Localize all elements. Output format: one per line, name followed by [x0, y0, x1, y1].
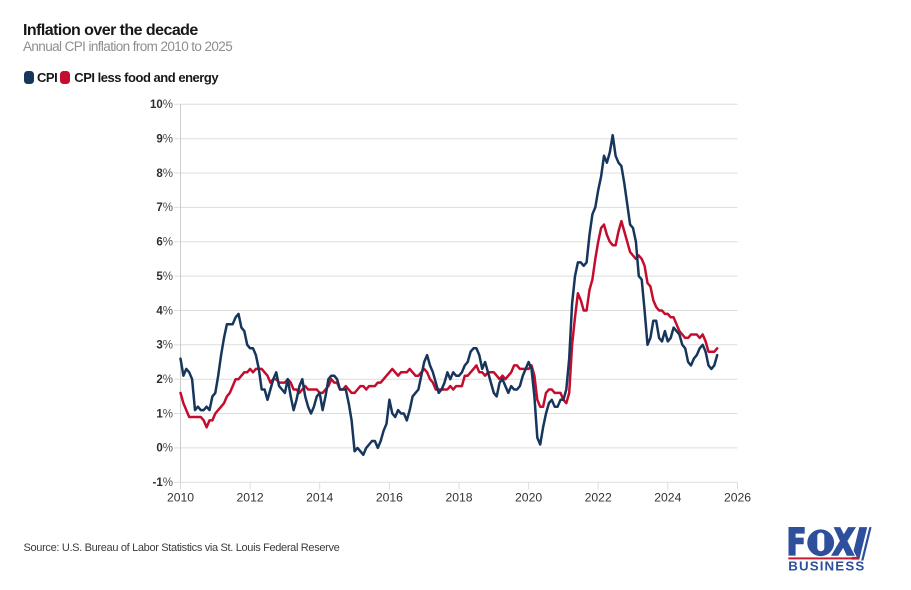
svg-text:2018: 2018 [445, 490, 472, 504]
svg-text:2020: 2020 [515, 490, 542, 504]
svg-text:10%: 10% [150, 99, 173, 111]
svg-text:8%: 8% [156, 168, 173, 180]
svg-text:2014: 2014 [306, 490, 333, 504]
svg-text:5%: 5% [156, 271, 173, 283]
svg-text:6%: 6% [156, 237, 173, 249]
svg-text:1%: 1% [156, 408, 173, 420]
svg-text:2026: 2026 [724, 490, 751, 504]
svg-text:2024: 2024 [654, 490, 681, 504]
svg-text:4%: 4% [156, 305, 173, 317]
svg-text:-1%: -1% [153, 477, 173, 489]
svg-text:3%: 3% [156, 340, 173, 352]
svg-text:2022: 2022 [585, 490, 612, 504]
svg-text:2010: 2010 [167, 490, 194, 504]
svg-text:7%: 7% [156, 202, 173, 214]
svg-text:9%: 9% [156, 134, 173, 146]
svg-text:2012: 2012 [237, 490, 264, 504]
svg-text:2%: 2% [156, 374, 173, 386]
svg-text:2016: 2016 [376, 490, 403, 504]
svg-text:BUSINESS: BUSINESS [788, 559, 865, 574]
svg-text:0%: 0% [156, 443, 173, 455]
